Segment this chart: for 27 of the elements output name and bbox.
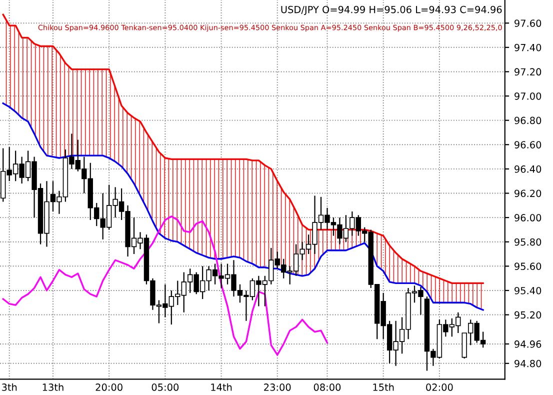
x-tick-label: 23:00 bbox=[264, 384, 291, 391]
x-tick-label: 3th bbox=[2, 383, 17, 391]
y-tick-label: 96.40 bbox=[514, 165, 542, 173]
y-tick-label: 96.00 bbox=[514, 214, 542, 222]
x-tick-label: 05:00 bbox=[152, 384, 179, 391]
y-tick-label: 94.80 bbox=[514, 360, 542, 368]
y-tick-label: 96.80 bbox=[514, 116, 542, 124]
x-tick-label: 14th bbox=[211, 383, 232, 391]
y-tick-label: 95.20 bbox=[514, 311, 542, 319]
y-tick-label: 97.40 bbox=[514, 44, 542, 52]
y-tick-label: 95.80 bbox=[514, 238, 542, 246]
x-tick-label: 13th bbox=[42, 383, 64, 391]
x-tick-label: 08:00 bbox=[314, 384, 341, 391]
y-tick-label: 96.60 bbox=[514, 141, 542, 148]
line-series bbox=[2, 216, 328, 356]
text: USD/JPY O=94.99 H=95.06 L=94.93 C=94.96 bbox=[281, 6, 502, 16]
y-tick-label: 94.96 bbox=[514, 340, 542, 348]
y-tick-label: 97.20 bbox=[514, 68, 542, 76]
x-tick-label: 02:00 bbox=[426, 384, 453, 391]
y-tick-label: 95.40 bbox=[514, 286, 542, 294]
y-tick-label: 95.60 bbox=[514, 262, 542, 270]
x-tick-label: 15th bbox=[373, 383, 394, 391]
x-tick-label: 20:00 bbox=[96, 384, 122, 391]
y-tick-label: 97.60 bbox=[514, 20, 542, 27]
y-tick-label: 97.00 bbox=[514, 92, 542, 100]
line-series bbox=[2, 102, 484, 311]
y-tick-label: 96.20 bbox=[514, 190, 542, 198]
